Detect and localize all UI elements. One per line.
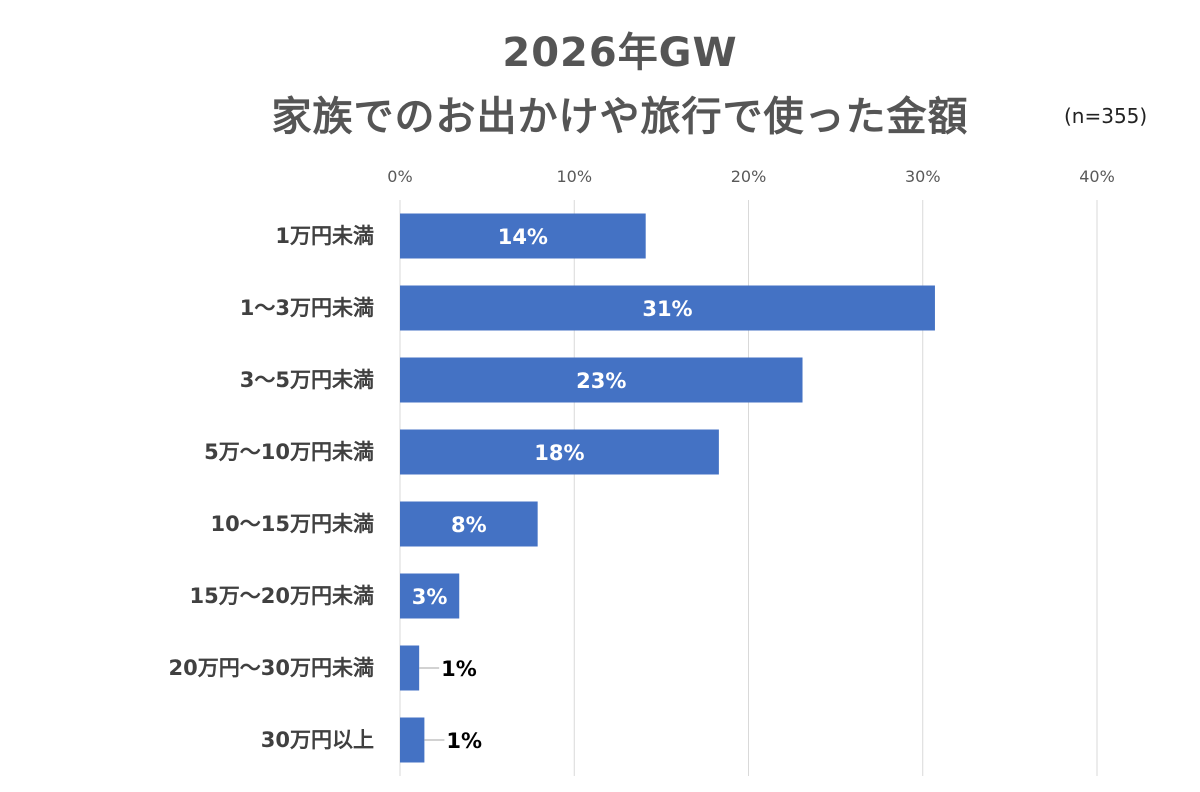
data-label: 23%: [576, 369, 626, 393]
data-label: 31%: [642, 297, 692, 321]
sample-size-note: (n=355): [1064, 104, 1148, 128]
x-tick-label: 20%: [731, 167, 767, 186]
category-label: 3～5万円未満: [240, 368, 374, 392]
bar: [400, 285, 935, 331]
bar: [400, 645, 420, 691]
category-label: 5万～10万円未満: [204, 440, 374, 464]
bar: [400, 213, 646, 259]
x-tick-label: 40%: [1079, 167, 1115, 186]
data-label: 14%: [498, 225, 548, 249]
data-label: 1%: [441, 657, 477, 681]
bar: [400, 501, 538, 547]
chart-subtitle: 家族でのお出かけや旅行で使った金額: [271, 94, 969, 140]
category-label: 1～3万円未満: [240, 296, 374, 320]
x-tick-label: 10%: [556, 167, 592, 186]
category-label: 20万円～30万円未満: [169, 656, 374, 680]
data-label: 18%: [534, 441, 584, 465]
x-tick-label: 0%: [387, 167, 412, 186]
data-label: 1%: [446, 729, 482, 753]
category-label: 10～15万円未満: [211, 512, 374, 536]
bar: [400, 429, 719, 475]
category-label: 15万～20万円未満: [190, 584, 374, 608]
bar: [400, 573, 460, 619]
category-label: 30万円以上: [261, 728, 374, 752]
x-tick-label: 30%: [905, 167, 941, 186]
category-label: 1万円未満: [275, 224, 374, 248]
bar: [400, 717, 425, 763]
chart-title: 2026年GW: [502, 30, 738, 76]
data-label: 3%: [412, 585, 448, 609]
bar: [400, 357, 803, 403]
data-label: 8%: [451, 513, 487, 537]
